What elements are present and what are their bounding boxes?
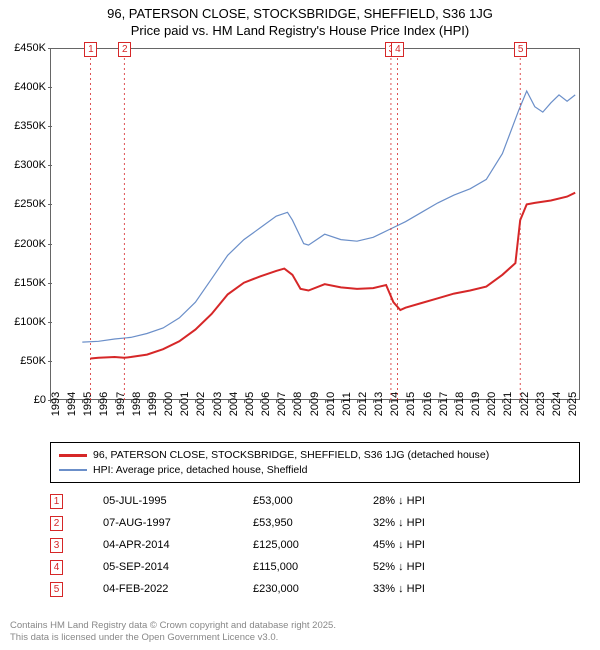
table-pct: 28% ↓ HPI [373,495,493,507]
y-tick-label: £350K [14,120,46,132]
y-tick-label: £0 [34,394,46,406]
title-line-1: 96, PATERSON CLOSE, STOCKSBRIDGE, SHEFFI… [10,6,590,23]
marker-box-4: 4 [391,42,404,57]
table-marker: 1 [50,494,63,509]
table-pct: 33% ↓ HPI [373,583,493,595]
marker-box-5: 5 [514,42,527,57]
legend-row-hpi: HPI: Average price, detached house, Shef… [59,463,571,478]
table-marker: 5 [50,582,63,597]
legend-label-hpi: HPI: Average price, detached house, Shef… [93,463,307,478]
x-axis-ticks: 1993199419951996199719981999200020012002… [50,400,580,440]
series-property [90,193,575,359]
table-marker: 3 [50,538,63,553]
y-tick-label: £450K [14,42,46,54]
table-row: 5 04-FEB-2022£230,00033% ↓ HPI [50,578,580,600]
chart-area: £0£50K£100K£150K£200K£250K£300K£350K£400… [50,48,580,400]
table-row: 4 05-SEP-2014£115,00052% ↓ HPI [50,556,580,578]
y-tick-label: £100K [14,316,46,328]
title-line-2: Price paid vs. HM Land Registry's House … [10,23,590,40]
table-date: 05-SEP-2014 [103,561,253,573]
footer-line-2: This data is licensed under the Open Gov… [10,632,336,644]
title-block: 96, PATERSON CLOSE, STOCKSBRIDGE, SHEFFI… [0,0,600,42]
table-row: 2 07-AUG-1997£53,95032% ↓ HPI [50,512,580,534]
table-price: £115,000 [253,561,373,573]
table-pct: 52% ↓ HPI [373,561,493,573]
table-marker: 2 [50,516,63,531]
table-date: 07-AUG-1997 [103,517,253,529]
table-pct: 32% ↓ HPI [373,517,493,529]
y-axis-ticks: £0£50K£100K£150K£200K£250K£300K£350K£400… [2,48,48,400]
table-price: £53,950 [253,517,373,529]
y-tick-label: £200K [14,238,46,250]
table-date: 04-FEB-2022 [103,583,253,595]
marker-box-1: 1 [84,42,97,57]
y-tick-label: £400K [14,81,46,93]
y-tick-label: £250K [14,198,46,210]
footer-line-1: Contains HM Land Registry data © Crown c… [10,620,336,632]
sales-table: 1 05-JUL-1995£53,00028% ↓ HPI 2 07-AUG-1997… [50,490,580,600]
legend-row-property: 96, PATERSON CLOSE, STOCKSBRIDGE, SHEFFI… [59,448,571,463]
table-row: 1 05-JUL-1995£53,00028% ↓ HPI [50,490,580,512]
y-tick-label: £150K [14,277,46,289]
table-price: £125,000 [253,539,373,551]
table-price: £230,000 [253,583,373,595]
table-pct: 45% ↓ HPI [373,539,493,551]
legend: 96, PATERSON CLOSE, STOCKSBRIDGE, SHEFFI… [50,442,580,483]
table-price: £53,000 [253,495,373,507]
series-hpi [82,91,575,342]
y-tick-label: £300K [14,159,46,171]
marker-box-2: 2 [118,42,131,57]
table-marker: 4 [50,560,63,575]
chart-lines-svg [50,48,580,400]
legend-swatch-hpi [59,469,87,471]
legend-swatch-property [59,454,87,457]
footer-attribution: Contains HM Land Registry data © Crown c… [10,620,336,644]
table-date: 04-APR-2014 [103,539,253,551]
chart-container: 96, PATERSON CLOSE, STOCKSBRIDGE, SHEFFI… [0,0,600,650]
y-tick-label: £50K [20,355,46,367]
table-date: 05-JUL-1995 [103,495,253,507]
legend-label-property: 96, PATERSON CLOSE, STOCKSBRIDGE, SHEFFI… [93,448,489,463]
table-row: 3 04-APR-2014£125,00045% ↓ HPI [50,534,580,556]
